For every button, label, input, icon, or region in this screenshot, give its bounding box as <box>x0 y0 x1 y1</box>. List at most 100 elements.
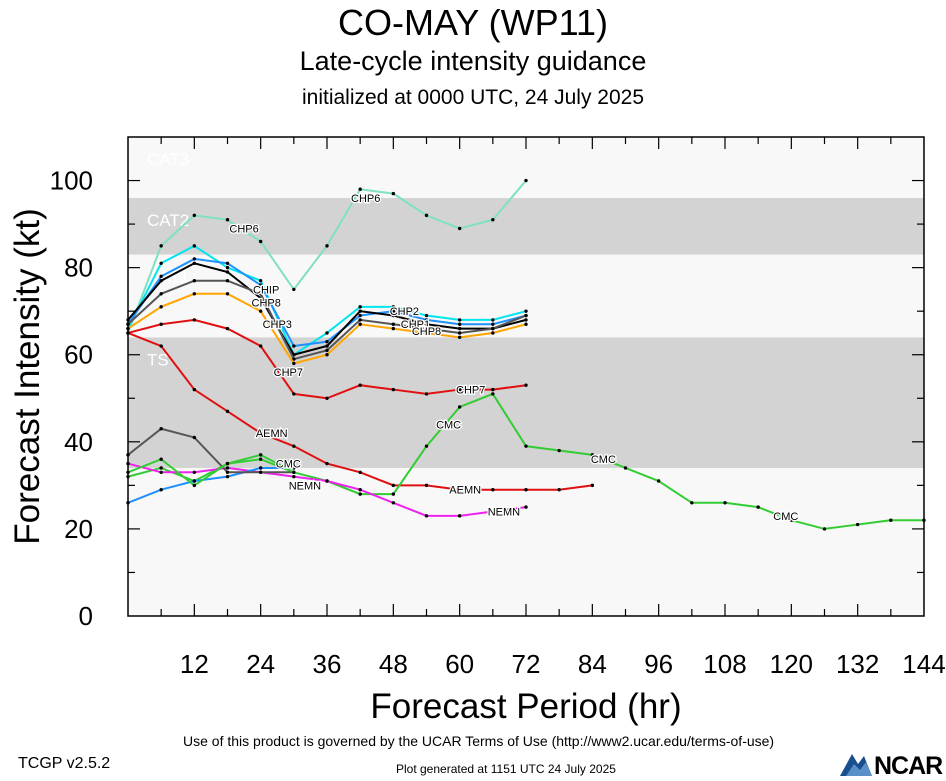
ncar-logo-text: NCAR <box>874 752 943 780</box>
data-point-aemn <box>391 483 396 488</box>
chart-title: CO-MAY (WP11) <box>337 2 609 43</box>
data-point-nemn <box>192 470 197 474</box>
data-point-hmon <box>192 483 197 488</box>
data-point-chp8 <box>325 353 329 357</box>
data-point-chp8 <box>292 361 296 366</box>
data-point-chp6 <box>192 213 197 218</box>
initialization-time: initialized at 0000 UTC, 24 July 2025 <box>301 86 645 109</box>
series-label-cmc: CMC <box>276 459 301 471</box>
data-point-chp7 <box>524 383 528 387</box>
x-tick-label: 132 <box>836 649 879 679</box>
data-point-chip <box>325 331 329 335</box>
y-axis-label: Forecast Intensity (kt) <box>8 208 47 544</box>
series-label-nemn: NEMN <box>488 506 520 518</box>
series-label-chp3: CHP3 <box>263 319 292 331</box>
data-point-chp1 <box>358 318 362 322</box>
data-point-aemn <box>557 488 561 492</box>
data-point-chp3 <box>424 322 429 326</box>
data-point-chip <box>258 279 263 283</box>
data-point-chp2 <box>358 313 362 318</box>
data-point-chp1 <box>491 326 495 331</box>
data-point-cmc <box>557 448 561 453</box>
x-tick-label: 120 <box>770 649 813 679</box>
data-point-hmon <box>159 457 163 461</box>
series-chp1 <box>126 279 528 361</box>
data-point-cmc <box>424 444 429 448</box>
band-label-cat2: CAT2 <box>147 211 189 230</box>
series-line-hmon <box>127 453 295 487</box>
data-point-chp8 <box>491 331 495 335</box>
band-cat2 <box>128 197 924 255</box>
data-point-cmc <box>491 392 495 396</box>
series-chp8 <box>126 292 528 366</box>
data-point-chp6 <box>358 187 362 191</box>
data-point-chp7 <box>258 344 263 348</box>
data-point-cmc <box>258 457 263 461</box>
series-line-ctcx <box>127 427 294 474</box>
data-point-aemn <box>424 483 429 488</box>
data-point-nemn <box>391 501 396 505</box>
data-point-chp7 <box>491 387 495 392</box>
series-label-chp6: CHP6 <box>229 223 258 235</box>
data-point-chp6 <box>457 226 462 231</box>
data-point-chp6 <box>524 178 528 183</box>
data-point-chp7 <box>391 387 396 392</box>
data-point-chp3 <box>358 309 362 313</box>
series-label-cmc: CMC <box>591 454 616 466</box>
y-tick-label: 40 <box>64 427 93 457</box>
series-label-nemn: NEMN <box>289 480 321 492</box>
data-point-chip <box>159 261 163 265</box>
band-ts <box>128 337 924 468</box>
data-point-chp3 <box>225 270 230 274</box>
data-point-chp3 <box>192 261 197 265</box>
series-chp6 <box>126 178 528 335</box>
data-point-hwrf <box>258 466 263 470</box>
series-label-chp7: CHP7 <box>274 367 303 379</box>
data-point-aemn <box>524 488 528 492</box>
data-point-chp7 <box>159 322 163 326</box>
data-point-chp3 <box>391 313 396 318</box>
series-label-chip: CHIP <box>253 284 279 296</box>
ncar-logo-icon <box>840 754 872 776</box>
data-point-chp8 <box>225 292 230 296</box>
data-point-chp2 <box>292 344 296 348</box>
y-tick-label: 20 <box>64 514 93 544</box>
y-tick-label: 60 <box>64 340 93 370</box>
data-point-aemn <box>358 470 362 474</box>
data-point-ctcx <box>258 470 263 474</box>
data-point-aemn <box>192 387 197 392</box>
data-point-chp1 <box>258 292 263 296</box>
data-point-chip <box>524 309 528 313</box>
data-point-chp1 <box>391 322 396 326</box>
data-point-hwrf <box>225 474 230 479</box>
series-label-cmc: CMC <box>436 419 461 431</box>
data-point-chp3 <box>457 326 462 331</box>
data-point-nemn <box>292 474 296 479</box>
data-point-chip <box>424 313 429 318</box>
data-point-ctcx <box>192 435 197 440</box>
data-point-cmc <box>756 505 760 509</box>
generated-timestamp: Plot generated at 1151 UTC 24 July 2025 <box>396 762 616 776</box>
data-point-cmc <box>690 501 694 505</box>
data-point-chp7 <box>358 383 362 387</box>
terms-of-use: Use of this product is governed by the U… <box>183 733 775 749</box>
data-point-chp8 <box>457 335 462 340</box>
series-label-cmc: CMC <box>773 511 798 523</box>
data-point-chp2 <box>159 274 163 279</box>
x-tick-label: 36 <box>313 649 342 679</box>
data-point-aemn <box>159 344 163 348</box>
data-point-hmon <box>258 453 263 457</box>
data-point-cmc <box>524 444 528 448</box>
data-point-chp2 <box>391 309 396 313</box>
data-point-chp3 <box>159 279 163 283</box>
series-label-chp2: CHP2 <box>390 306 419 318</box>
data-point-chip <box>225 265 230 270</box>
data-point-chp7 <box>457 387 462 392</box>
series-chip <box>126 244 528 357</box>
x-tick-label: 84 <box>578 649 607 679</box>
data-point-chp2 <box>491 322 495 326</box>
x-tick-label: 96 <box>644 649 673 679</box>
data-point-chp8 <box>524 322 528 326</box>
